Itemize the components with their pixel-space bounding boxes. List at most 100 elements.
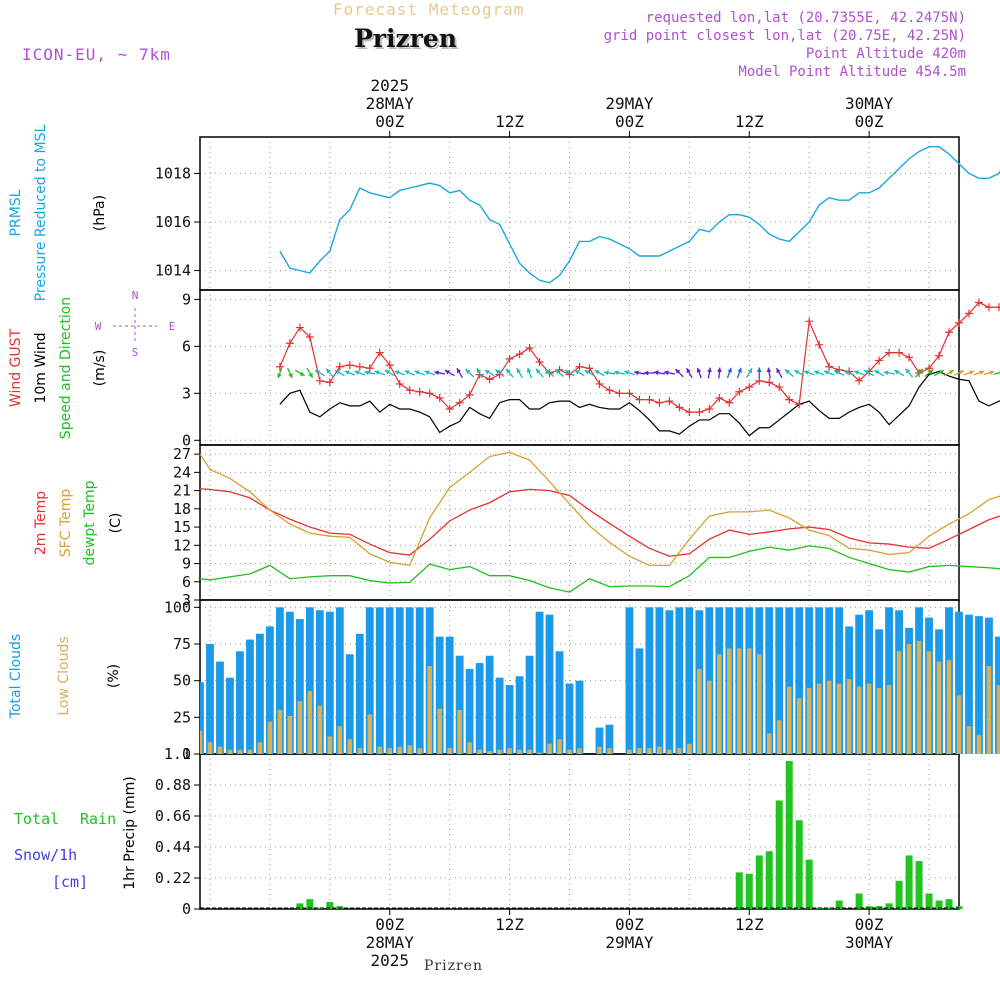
precip-bar (895, 880, 903, 909)
bottom-time-label: 30MAY (845, 933, 894, 952)
precip-bar (855, 893, 863, 909)
wind-direction-arrow (893, 369, 905, 377)
cloud-total-bar (335, 607, 344, 754)
temp-label-2m: 2m Temp (33, 491, 49, 555)
cloud-low-bar (527, 749, 532, 754)
precip-panel-frame (199, 753, 960, 910)
wind-gust-marker (305, 332, 314, 341)
cloud-low-bar (437, 708, 442, 754)
wind-gust-marker (655, 398, 664, 407)
temp-label-dewpt: dewpt Temp (82, 480, 98, 565)
cloud-total-bar (635, 648, 644, 754)
wind-arrow-head (864, 370, 870, 375)
cloud-low-bar (200, 730, 203, 754)
cloud-total-bar (565, 683, 574, 754)
precip-bar (785, 761, 793, 909)
pressure-line (279, 146, 1000, 284)
cloud-low-bar (677, 748, 682, 754)
bottom-time-label: 28MAY (366, 933, 415, 952)
wind-gust-marker (505, 354, 514, 363)
cloud-total-bar (785, 607, 794, 754)
cloud-low-bar (397, 746, 402, 754)
wind-gust-marker (395, 379, 404, 388)
wind-arrow-head (574, 370, 580, 375)
wind-direction-arrow (544, 368, 555, 378)
wind-direction-arrow (823, 370, 835, 376)
wind-gust-marker (765, 378, 774, 387)
cloud-low-bar (667, 749, 672, 754)
wind-arrow-head (526, 367, 532, 373)
precip-unit-group: 1hr Precip (mm) (122, 776, 138, 889)
wind-label-gust-group: Wind GUST (8, 328, 24, 407)
wind-arrow-head (545, 369, 551, 375)
wind-gust-marker (955, 318, 963, 327)
wind-arrow-head (696, 367, 702, 373)
precip-bar (915, 861, 923, 909)
wind-gust-marker (355, 362, 364, 371)
cloud-total-bar (535, 611, 544, 754)
cloud-low-bar (786, 686, 792, 754)
cloud-total-bar (595, 727, 604, 754)
precip-bar (306, 899, 314, 909)
wind-gust-marker (285, 339, 294, 348)
cloud-low-bar (347, 739, 353, 754)
wind-gust-marker (795, 400, 804, 409)
cloud-low-bar (796, 698, 802, 754)
precip-bar (835, 900, 843, 909)
cloud-low-bar (826, 680, 832, 754)
wind-direction-arrow (663, 370, 675, 376)
wind-arrow-head (277, 373, 282, 379)
wind-gust-marker (964, 309, 973, 318)
wind-direction-arrow (404, 370, 415, 376)
top-time-label: 28MAY (366, 94, 415, 113)
wind-direction-arrow (843, 370, 855, 376)
wind-label-gust: Wind GUST (8, 328, 24, 407)
temp-label-2m-group: 2m Temp (33, 491, 49, 555)
cloud-low-bar (647, 748, 652, 754)
wind-unit: (m/s) (92, 350, 108, 387)
wind-arrow-head (364, 370, 370, 376)
wind-direction-arrow (344, 370, 356, 376)
cloud-low-bar (417, 748, 422, 754)
cloud-low-bar (936, 661, 942, 754)
cloud-low-bar (687, 743, 692, 754)
cloud-low-bar (547, 743, 552, 754)
wind-direction-arrow (726, 367, 732, 379)
model-altitude: Model Point Altitude 454.5m (738, 64, 966, 80)
cloud-low-bar (217, 746, 223, 754)
wind-direction-arrow (364, 370, 376, 376)
precip-bar (765, 851, 773, 909)
wind-arrow-head (315, 370, 321, 375)
wind-label-dir-group: Speed and Direction (58, 297, 74, 439)
cloud-low-bar (337, 726, 343, 754)
precip-label-snow: Snow/1h (14, 846, 77, 864)
wind-direction-arrow (286, 367, 293, 379)
cloud-low-bar (896, 651, 902, 754)
wind-ytick-label: 6 (182, 337, 191, 355)
bottom-time-label: 29MAY (605, 933, 654, 952)
top-time-label: 29MAY (605, 94, 654, 113)
wind-gust-marker (525, 343, 534, 352)
cloud-total-bar (475, 663, 484, 754)
wind-gust-marker (705, 404, 714, 413)
cloud-total-bar (246, 639, 254, 754)
precip-bar (885, 903, 893, 909)
wind-arrow-head (288, 372, 293, 378)
wind-arrow-head (374, 370, 380, 375)
wind-gust-marker (445, 404, 454, 413)
cloud-low-bar (597, 746, 602, 754)
cloud-low-bar (996, 685, 1000, 754)
wind-gust-marker (575, 362, 584, 371)
cloud-low-bar (277, 710, 283, 754)
wind-arrow-head (948, 370, 954, 375)
compass-e: E (169, 320, 176, 333)
cloud-low-bar (257, 742, 263, 754)
temperature-ytick-label: 21 (173, 482, 191, 500)
cloud-low-bar (906, 644, 912, 754)
precip-bar (805, 859, 813, 909)
wind-direction-arrow (633, 370, 645, 376)
wind-direction-arrow (963, 370, 975, 376)
precip-bar (735, 872, 743, 909)
wind-gust-marker (715, 394, 724, 403)
cloud-low-bar (637, 748, 642, 754)
